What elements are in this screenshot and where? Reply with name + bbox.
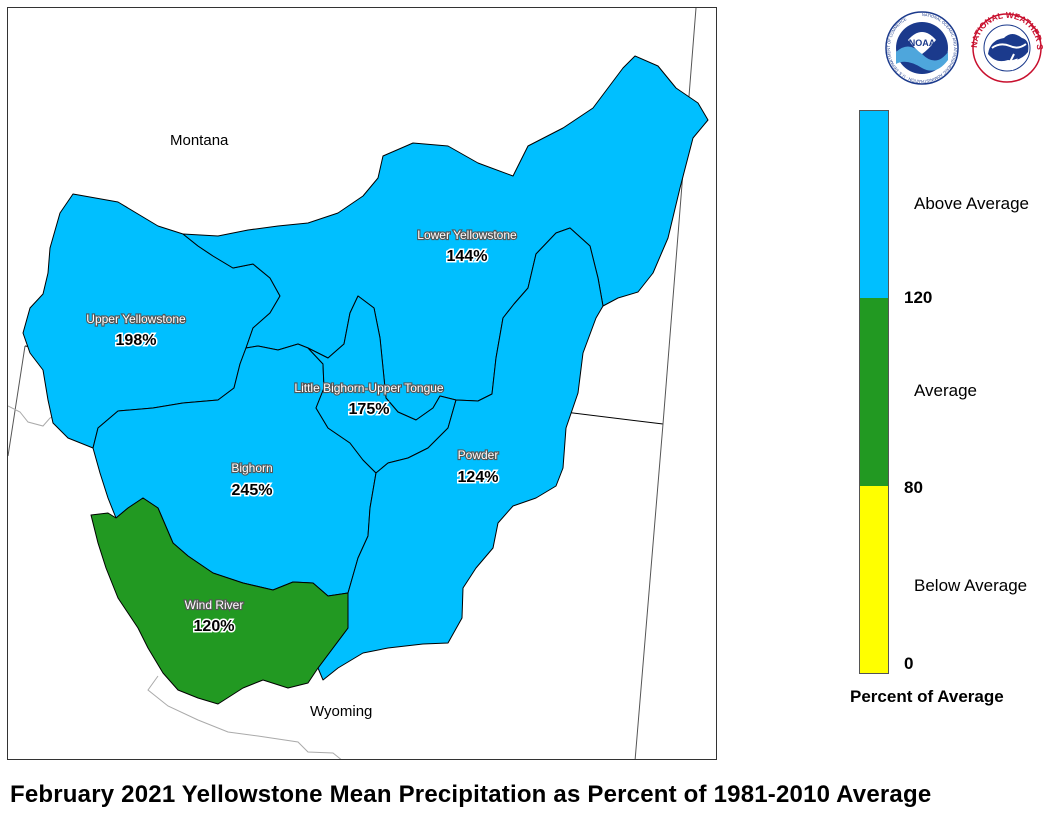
legend-tick-120: 120: [904, 288, 933, 307]
legend-swatch-average: [860, 298, 888, 486]
basin-percent-wind-river: 120%: [194, 618, 235, 635]
legend-label-average: Average: [914, 381, 978, 400]
western-state-border: [8, 345, 26, 457]
legend-label-above: Above Average: [914, 194, 1029, 213]
basin-percent-powder: 124%: [458, 469, 499, 486]
basin-name-little-bighorn-upper-tongue: Little Bighorn-Upper Tongue: [294, 381, 444, 395]
legend-title: Percent of Average: [850, 687, 1004, 706]
legend-tick-0: 0: [904, 654, 914, 673]
basin-percent-bighorn: 245%: [232, 482, 273, 499]
legend-label-below: Below Average: [914, 576, 1028, 595]
map-frame: Montana Wyoming Upper Yellowstone 198% L…: [7, 7, 717, 760]
state-label-montana: Montana: [170, 132, 229, 149]
gray-boundary-south: [147, 675, 342, 759]
basin-wind-river[interactable]: [90, 497, 349, 705]
basin-percent-little-bighorn-upper-tongue: 175%: [349, 401, 390, 418]
noaa-logo: NOAA NATIONAL OCEANIC AND ATMOSPHERIC AD…: [885, 11, 959, 85]
legend-swatch-above: [860, 111, 888, 298]
map-title: February 2021 Yellowstone Mean Precipita…: [10, 781, 932, 808]
legend-color-bar: [859, 110, 889, 674]
noaa-logo-text: NOAA: [909, 38, 936, 48]
basin-percent-upper-yellowstone: 198%: [116, 332, 157, 349]
legend-swatch-below: [860, 486, 888, 673]
basin-name-bighorn: Bighorn: [231, 461, 272, 475]
basin-powder[interactable]: [317, 227, 604, 681]
basin-little-bighorn-upper-tongue[interactable]: [307, 295, 457, 474]
nws-logo: NATIONAL WEATHER SERVICE: [970, 8, 1044, 83]
basin-name-lower-yellowstone: Lower Yellowstone: [417, 228, 517, 242]
map-canvas: Montana Wyoming Upper Yellowstone 198% L…: [8, 8, 709, 759]
basin-name-upper-yellowstone: Upper Yellowstone: [86, 312, 186, 326]
legend-tick-80: 80: [904, 478, 923, 497]
basin-name-wind-river: Wind River: [185, 598, 244, 612]
basin-percent-lower-yellowstone: 144%: [447, 248, 488, 265]
basin-name-powder: Powder: [458, 448, 499, 462]
state-label-wyoming: Wyoming: [310, 703, 372, 720]
